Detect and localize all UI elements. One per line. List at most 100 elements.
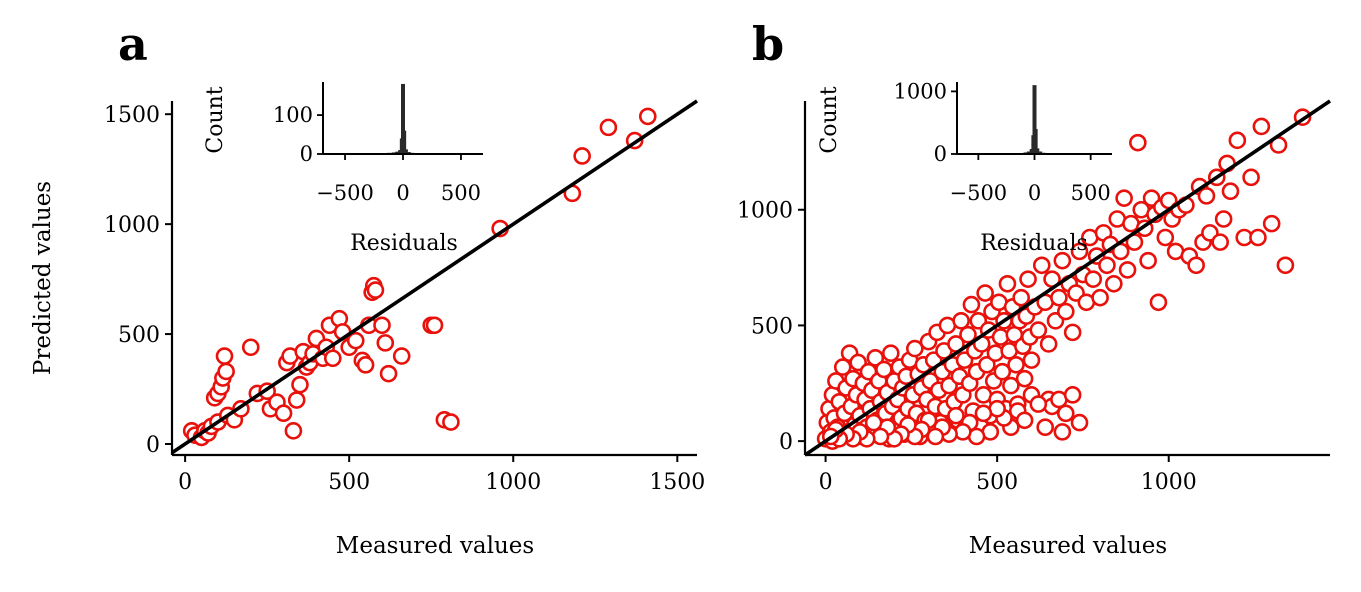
panel-b-data-point xyxy=(1007,355,1025,374)
panel-b-data-point xyxy=(1242,168,1260,187)
panel-b-data-point xyxy=(1105,274,1123,293)
panel-b-inset-histogram-bar xyxy=(1033,128,1038,154)
panel-b-data-point xyxy=(952,312,970,330)
panel-b-inset-y-tick-label: 0 xyxy=(934,142,947,166)
panel-b-x-tick-label: 1000 xyxy=(1141,470,1197,495)
panel-b-data-point xyxy=(962,295,981,314)
panel-b-data-point xyxy=(1029,395,1048,413)
panel-a-x-tick-label: 1000 xyxy=(485,470,541,495)
panel-a-identity-line xyxy=(170,99,699,455)
panel-b-data-point xyxy=(1015,369,1034,388)
panel-a-inset-x-tick-label: −500 xyxy=(316,181,374,205)
panel-a-data-point xyxy=(392,347,411,365)
panel-a-data-point xyxy=(323,349,342,368)
panel-b-data-point xyxy=(864,413,883,432)
panel-b-inset-x-tick-label: −500 xyxy=(949,181,1007,205)
panel-a-data-point xyxy=(291,375,309,394)
panel-b-data-point xyxy=(1015,411,1034,430)
panel-b-data-point xyxy=(1262,214,1281,233)
panel-b-y-tick-label: 1000 xyxy=(737,199,793,224)
panel-b-data-point xyxy=(1036,418,1054,437)
panel-b-data-point xyxy=(1019,270,1037,288)
panel-a-y-tick-label: 500 xyxy=(118,323,160,348)
panel-b-data-point xyxy=(1056,302,1075,321)
panel-a-inset-x-tick-label: 0 xyxy=(396,181,409,205)
panel-a-data-point xyxy=(366,281,385,299)
panel-b-data-point xyxy=(1032,256,1051,275)
panel-b-data-point xyxy=(906,339,924,358)
panel-b-data-point xyxy=(974,404,993,423)
panel-b-inset-histogram-bar xyxy=(1026,151,1031,154)
panel-a-data-point xyxy=(379,364,398,383)
panel-b-data-point xyxy=(1012,288,1030,307)
panel-b-inset-x-label: Residuals xyxy=(980,231,1088,256)
panel-a-x-tick-label: 1500 xyxy=(649,470,705,495)
panel-b-data-point xyxy=(1070,242,1089,261)
panel-b-data-point xyxy=(1129,133,1147,152)
panel-b-data-point xyxy=(833,358,852,376)
panel-b-y-tick-label: 500 xyxy=(751,314,793,339)
panel-b-data-point xyxy=(1084,270,1103,288)
panel-b-data-point xyxy=(1115,189,1133,207)
panel-b-data-point xyxy=(1118,261,1137,279)
panel-b-data-point xyxy=(1070,413,1089,432)
panel-b-data-point xyxy=(881,344,900,362)
panel-b-data-point xyxy=(1197,187,1216,205)
panel-b-data-point xyxy=(926,427,945,446)
panel-b-data-point xyxy=(1149,293,1168,312)
panel-b-x-tick-label: 500 xyxy=(976,470,1018,495)
panel-b-data-point xyxy=(1056,404,1075,423)
panel-b-data-point xyxy=(1053,423,1072,441)
panel-b-data-point xyxy=(1039,335,1058,353)
panel-b-inset-x-tick-label: 0 xyxy=(1028,181,1041,205)
panel-a-data-point xyxy=(425,316,444,335)
panel-a-inset-histogram-bar xyxy=(395,151,400,154)
panel-b-data-point xyxy=(947,406,965,425)
panel-a-inset-histogram-bar xyxy=(401,83,405,154)
panel-a-data-point xyxy=(638,107,657,126)
panel-a-label: a xyxy=(118,17,148,71)
panel-b-data-point xyxy=(998,274,1017,293)
panel-a-data-point xyxy=(442,413,460,431)
panel-b-inset-y-tick-label: 1000 xyxy=(894,79,947,103)
panel-b-data-point xyxy=(1002,376,1020,395)
panel-b-inset-histogram-bar xyxy=(1035,148,1040,154)
panel-a-y-tick-label: 1000 xyxy=(104,213,160,238)
panel-b-x-tick-label: 0 xyxy=(819,470,833,495)
panel-b-marks: 0 500 1000 0 500 1000 xyxy=(737,99,1332,495)
panel-b-data-point xyxy=(978,355,996,374)
panel-a-y-axis-label: Predicted values xyxy=(30,181,56,375)
panel-a-data-point xyxy=(217,362,235,381)
panel-a-data-point xyxy=(573,147,591,165)
panel-a-data-point xyxy=(356,356,375,374)
panel-b-data-point xyxy=(1050,288,1068,307)
panel-a-y-tick-label: 1500 xyxy=(104,103,160,128)
panel-b-data-point xyxy=(1187,256,1205,275)
panel-a-x-tick-label: 500 xyxy=(328,470,370,495)
panel-a-marks: 0 500 1000 1500 0 500 1000 1500 xyxy=(104,99,705,495)
panel-b-data-point xyxy=(1211,233,1229,251)
panel-a-data-point xyxy=(346,331,365,350)
panel-b-x-axis-label: Measured values xyxy=(969,533,1167,559)
panel-b-inset-y-label: Count xyxy=(817,86,842,153)
panel-b-data-point xyxy=(1139,251,1157,270)
panel-b-data-point xyxy=(1029,321,1048,339)
panel-b-data-point xyxy=(1022,351,1041,369)
panel-a-inset-histogram-bar xyxy=(402,130,407,154)
panel-b-data-point xyxy=(1221,182,1240,201)
panel-b-data-point xyxy=(1098,256,1116,275)
panel-b-data-point xyxy=(1228,131,1247,150)
panel-a-data-point xyxy=(376,334,395,352)
panel-a-inset-histogram-bar xyxy=(403,149,408,154)
panel-a-inset-y-label: Count xyxy=(203,86,228,153)
panel-a-x-tick-label: 0 xyxy=(178,470,192,495)
panel-b-data-point xyxy=(866,349,885,367)
panel-b-label: b xyxy=(752,17,784,71)
